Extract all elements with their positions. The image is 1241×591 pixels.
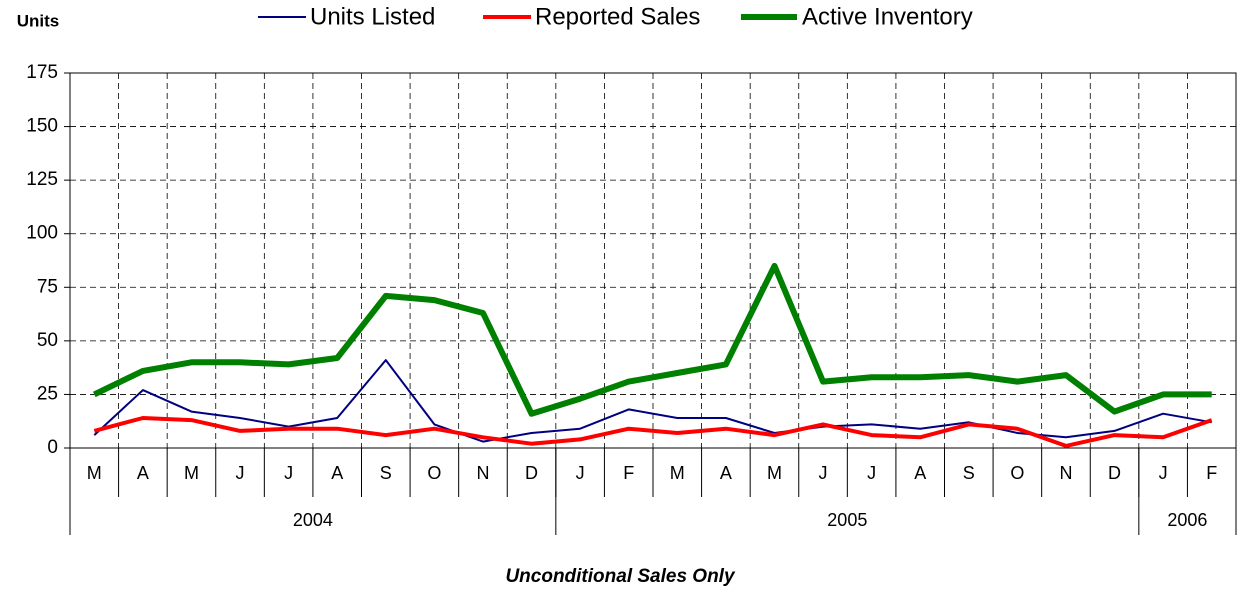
y-tick-label: 25 [37, 383, 58, 404]
series-line [93, 359, 1212, 443]
x-tick-label: S [380, 463, 392, 483]
x-tick-label: A [331, 463, 343, 483]
legend-label: Reported Sales [535, 3, 700, 30]
y-tick-label: 175 [26, 62, 58, 83]
x-tick-label: J [576, 463, 585, 483]
x-tick-label: O [1010, 463, 1024, 483]
y-tick-label: 150 [26, 116, 58, 137]
x-tick-label: M [184, 463, 199, 483]
series-line [92, 262, 1212, 417]
x-tick-label: S [963, 463, 975, 483]
x-tick-label: M [87, 463, 102, 483]
x-tick-label: N [1059, 463, 1072, 483]
x-group-label: 2006 [1167, 510, 1207, 530]
x-tick-label: D [525, 463, 538, 483]
x-tick-label: J [284, 463, 293, 483]
x-tick-label: M [670, 463, 685, 483]
x-group-label: 2005 [827, 510, 867, 530]
legend-label: Units Listed [310, 3, 435, 30]
x-tick-label: D [1108, 463, 1121, 483]
x-tick-label: J [236, 463, 245, 483]
x-tick-label: J [819, 463, 828, 483]
x-tick-label: F [1206, 463, 1217, 483]
y-tick-label: 0 [47, 437, 58, 458]
series-line [93, 416, 1213, 448]
x-tick-label: M [767, 463, 782, 483]
y-tick-label: 125 [26, 169, 58, 190]
x-tick-label: A [914, 463, 926, 483]
y-tick-label: 100 [26, 223, 58, 244]
y-tick-label: 75 [37, 276, 58, 297]
legend-label: Active Inventory [802, 3, 973, 30]
x-tick-label: N [476, 463, 489, 483]
x-tick-label: O [427, 463, 441, 483]
x-tick-label: A [137, 463, 149, 483]
x-group-label: 2004 [293, 510, 333, 530]
x-tick-label: A [720, 463, 732, 483]
x-tick-label: J [867, 463, 876, 483]
y-axis-title: Units [17, 11, 60, 30]
x-tick-label: F [623, 463, 634, 483]
x-tick-label: J [1159, 463, 1168, 483]
y-tick-label: 50 [37, 330, 58, 351]
plot-border [69, 72, 1237, 449]
footnote: Unconditional Sales Only [505, 566, 736, 587]
